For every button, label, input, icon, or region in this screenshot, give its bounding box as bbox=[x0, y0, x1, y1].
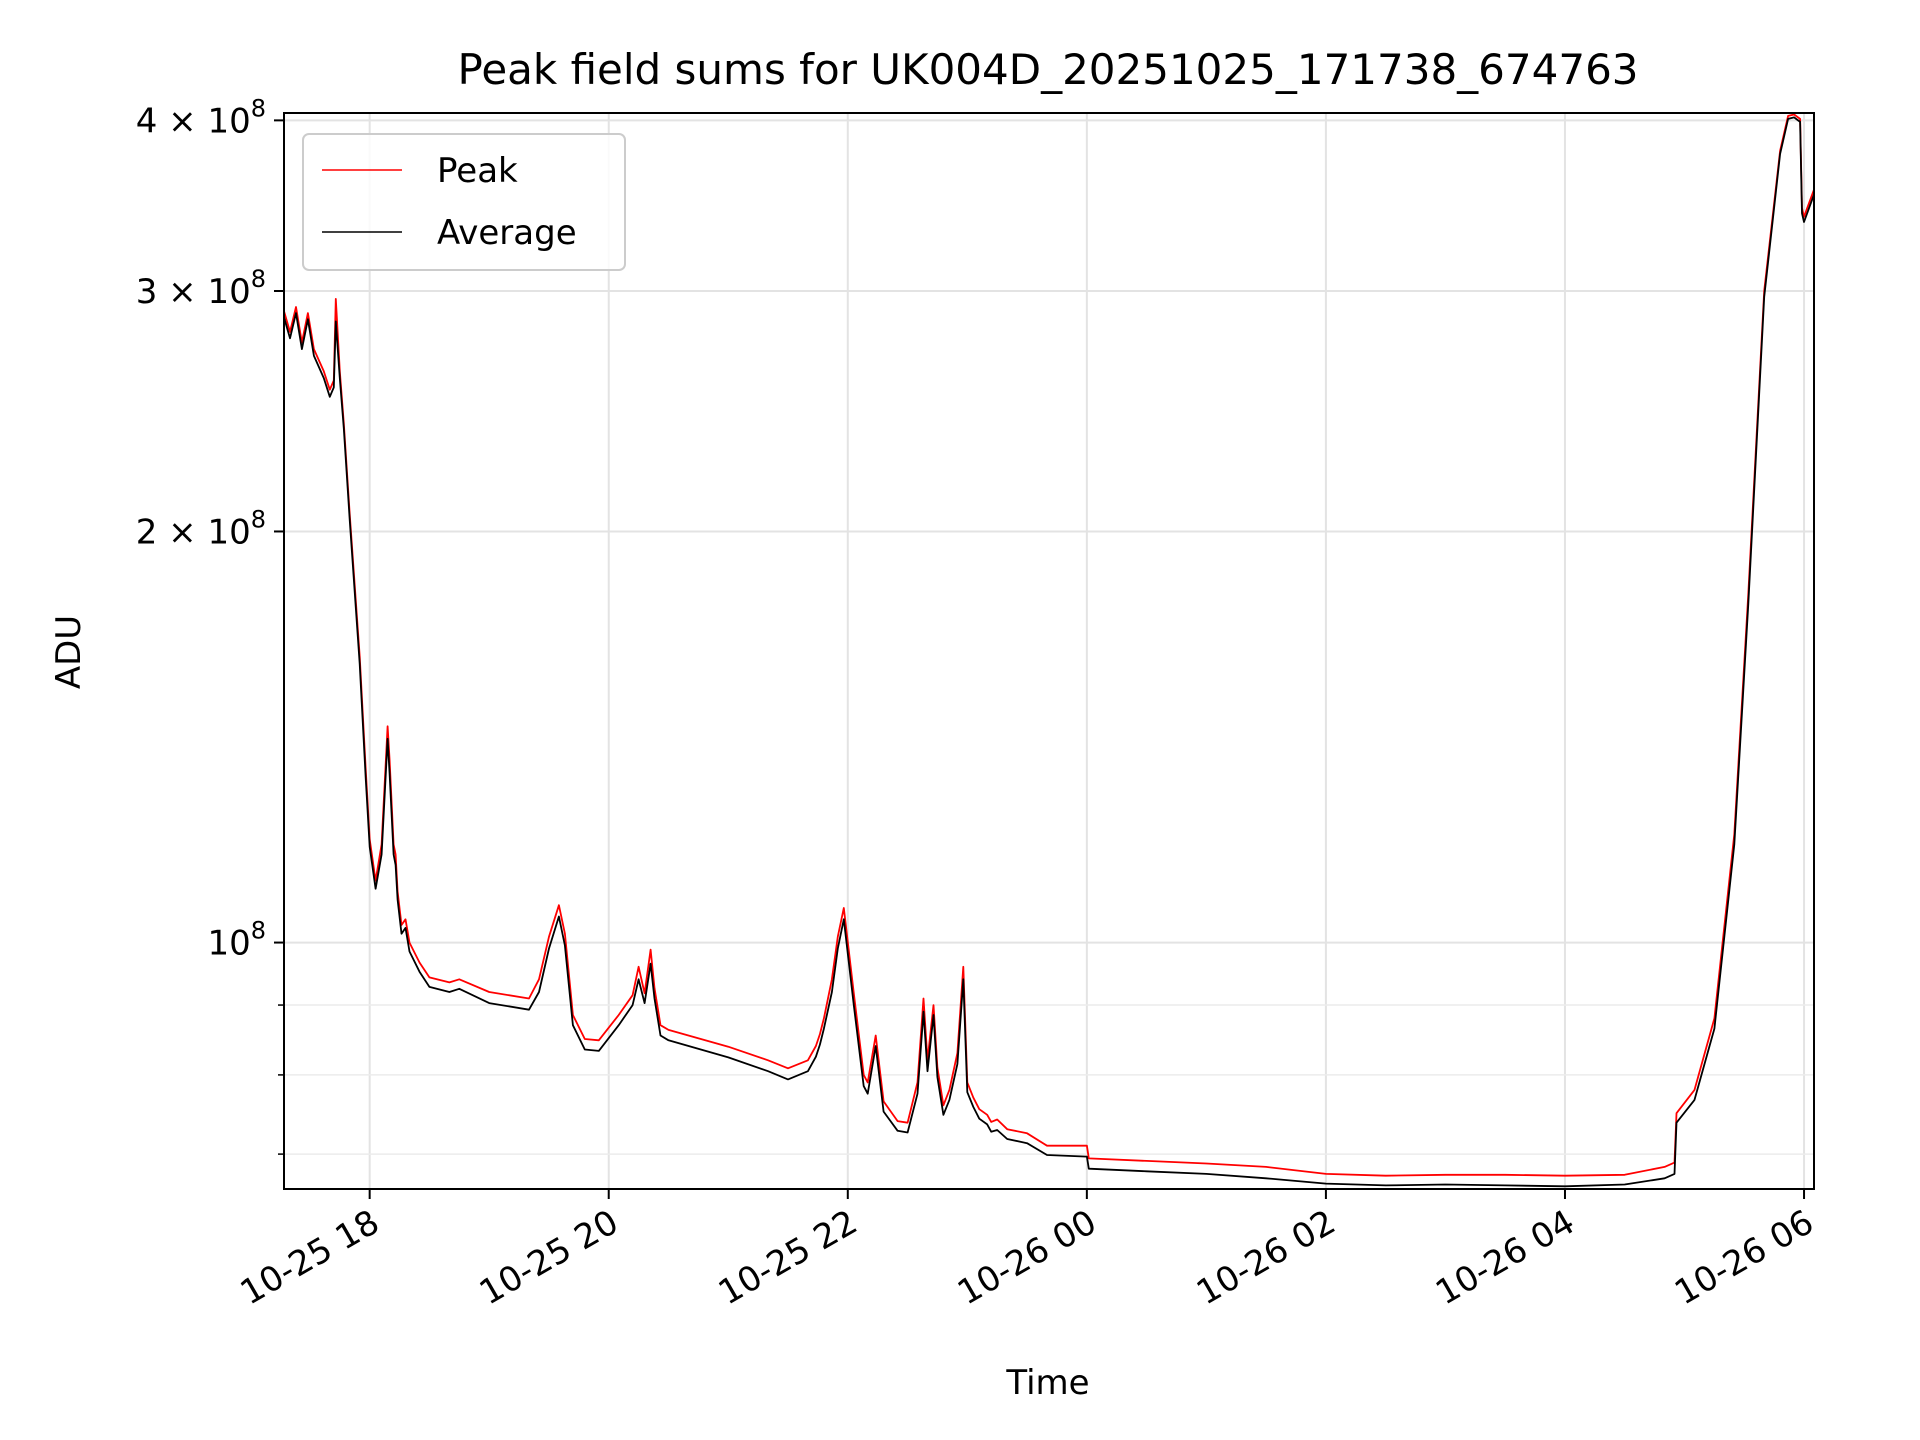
legend: Peak Average bbox=[302, 133, 626, 271]
y-axis-label: ADU bbox=[49, 615, 89, 689]
grid bbox=[284, 113, 1814, 1189]
plot-lines bbox=[284, 113, 1814, 1188]
legend-label-peak: Peak bbox=[437, 151, 518, 191]
legend-label-average: Average bbox=[437, 213, 577, 253]
chart-title: Peak field sums for UK004D_20251025_1717… bbox=[457, 45, 1638, 94]
x-axis-label: Time bbox=[1005, 1363, 1089, 1403]
plot-frame bbox=[283, 112, 1815, 1190]
series-line-average bbox=[284, 116, 1814, 1188]
legend-box bbox=[302, 133, 626, 271]
y-tick-label: 2 × 108 bbox=[136, 505, 266, 552]
y-tick-label: 4 × 108 bbox=[136, 94, 266, 141]
y-tick-label: 3 × 108 bbox=[136, 265, 266, 312]
